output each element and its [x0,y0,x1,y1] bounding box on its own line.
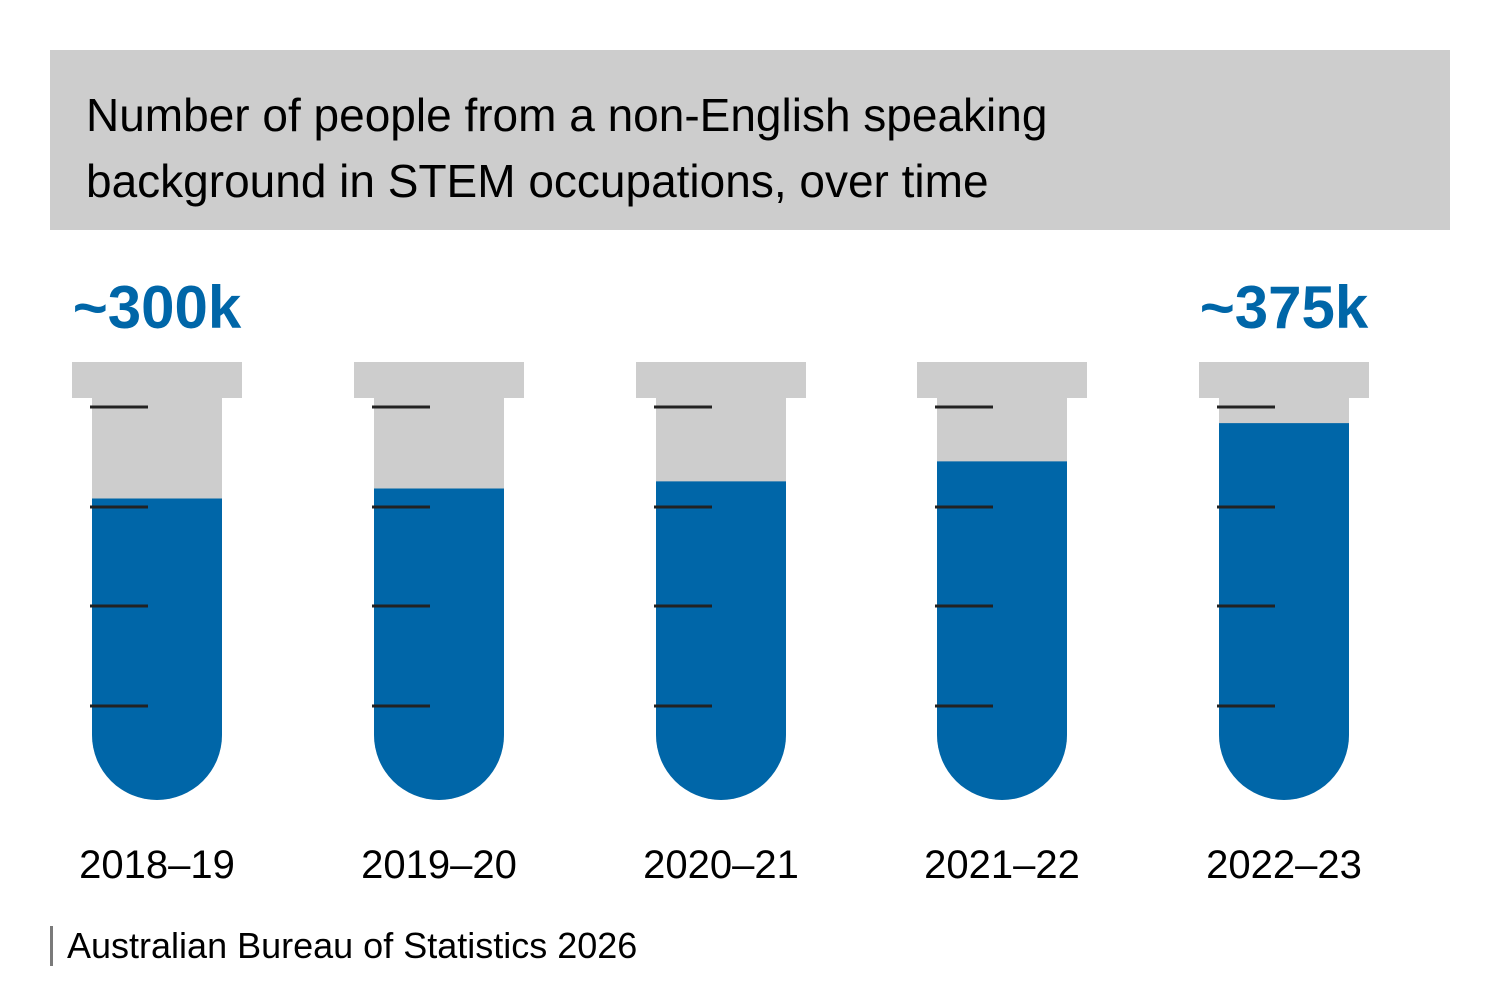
category-label: 2021–22 [924,843,1080,887]
tube-cap [354,362,524,398]
tube-fill-bar [937,461,1067,800]
source-divider [50,926,53,966]
source-note: Australian Bureau of Statistics 2026 [50,924,637,968]
tube-fill-bar [656,481,786,800]
data-label: ~375k [1200,274,1369,341]
tube-cap [72,362,242,398]
tube-fill-bar [92,498,222,800]
category-label: 2019–20 [361,843,517,887]
category-label: 2022–23 [1206,843,1362,887]
tube-cap [636,362,806,398]
data-label: ~300k [73,274,242,341]
category-label: 2020–21 [643,843,799,887]
chart-title: Number of people from a non-English spea… [86,89,1048,207]
category-label: 2018–19 [79,843,235,887]
tube-fill-bar [1219,423,1349,800]
title-banner: Number of people from a non-English spea… [50,50,1450,230]
tube-cap [917,362,1087,398]
tube-cap [1199,362,1369,398]
tube-fill-bar [374,488,504,800]
source-text: Australian Bureau of Statistics 2026 [67,925,638,966]
